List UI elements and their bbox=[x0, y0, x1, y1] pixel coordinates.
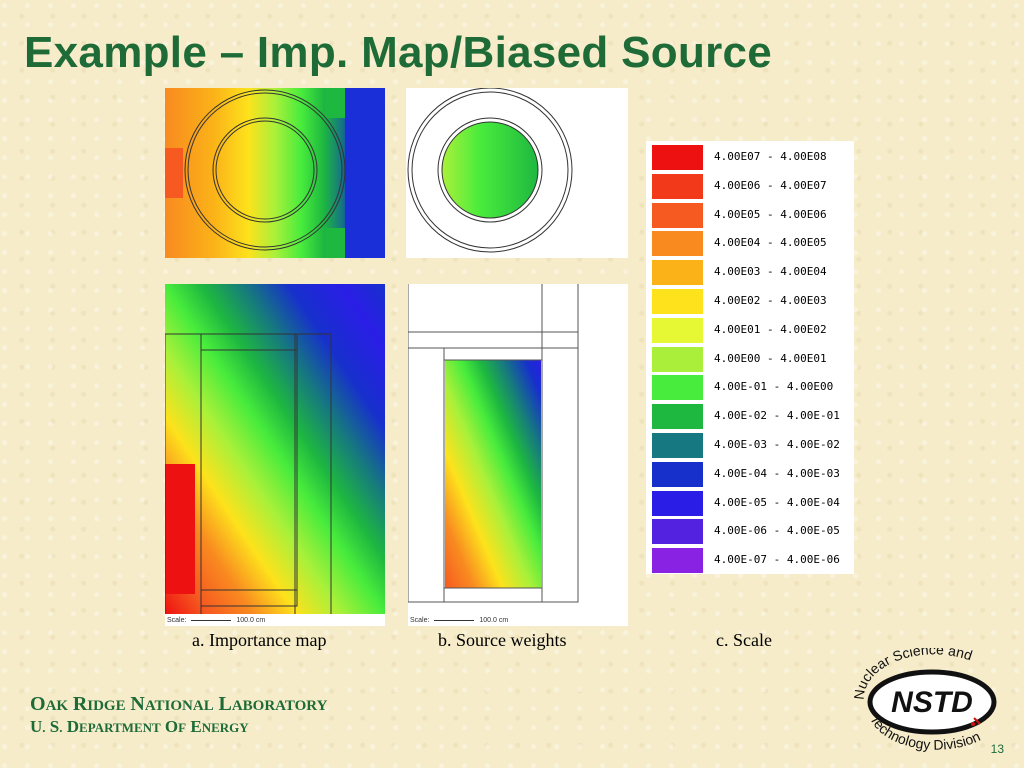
scale-bar-a: Scale: 100.0 cm bbox=[167, 617, 265, 624]
scale-bar-b-line bbox=[434, 619, 475, 621]
legend-swatch bbox=[652, 375, 703, 401]
scale-bar-a-label: Scale: bbox=[167, 617, 187, 624]
legend-label: 4.00E-07 - 4.00E-06 bbox=[714, 553, 840, 567]
legend-entry: 4.00E07 - 4.00E08 bbox=[652, 145, 852, 170]
page-number: 13 bbox=[990, 742, 1004, 756]
scale-bar-b-value: 100.0 cm bbox=[479, 617, 509, 624]
legend-entry: 4.00E03 - 4.00E04 bbox=[652, 260, 852, 286]
scale-bar-a-line bbox=[191, 619, 232, 621]
legend-swatch bbox=[652, 260, 703, 286]
legend-swatch bbox=[652, 317, 703, 343]
footer-department: U. S. DEPARTMENT OF ENERGY bbox=[30, 717, 249, 737]
importance-map-side-image bbox=[165, 284, 385, 626]
legend-swatch bbox=[652, 289, 703, 314]
legend-swatch bbox=[652, 461, 703, 487]
scale-bar-b: Scale: 100.0 cm bbox=[410, 617, 508, 624]
legend-swatch bbox=[652, 433, 703, 458]
legend-entry: 4.00E-04 - 4.00E-03 bbox=[652, 461, 852, 487]
legend-entry: 4.00E05 - 4.00E06 bbox=[652, 202, 852, 228]
legend-entry: 4.00E-02 - 4.00E-01 bbox=[652, 404, 852, 430]
legend-label: 4.00E00 - 4.00E01 bbox=[714, 351, 827, 365]
slide-title: Example – Imp. Map/Biased Source bbox=[24, 28, 773, 77]
legend-label: 4.00E07 - 4.00E08 bbox=[714, 150, 827, 163]
legend-entry: 4.00E-01 - 4.00E00 bbox=[652, 375, 852, 401]
legend-label: 4.00E04 - 4.00E05 bbox=[714, 236, 827, 250]
legend-swatch bbox=[652, 548, 703, 574]
importance-map-top-view bbox=[165, 88, 385, 258]
legend-swatch bbox=[652, 202, 703, 228]
legend-entry: 4.00E-03 - 4.00E-02 bbox=[652, 433, 852, 458]
scale-bar-a-value: 100.0 cm bbox=[236, 617, 266, 624]
importance-map-side-view: Scale: 100.0 cm bbox=[165, 284, 385, 626]
footer-lab-name: OAK RIDGE NATIONAL LABORATORY bbox=[30, 693, 327, 716]
legend-label: 4.00E03 - 4.00E04 bbox=[714, 265, 827, 279]
caption-scale: c. Scale bbox=[716, 630, 772, 650]
scale-bar-b-label: Scale: bbox=[410, 617, 430, 624]
color-scale-legend: 4.00E07 - 4.00E08 4.00E06 - 4.00E07 4.00E0… bbox=[646, 141, 854, 574]
legend-swatch bbox=[652, 346, 703, 372]
legend-label: 4.00E06 - 4.00E07 bbox=[714, 178, 827, 192]
legend-entry: 4.00E-05 - 4.00E-04 bbox=[652, 490, 852, 516]
caption-importance-map: a. Importance map bbox=[192, 630, 327, 650]
footer-department-text: U. S. DEPARTMENT OF ENERGY bbox=[30, 717, 249, 736]
source-weights-top-image bbox=[407, 88, 573, 253]
legend-swatch bbox=[652, 173, 703, 199]
legend-entry: 4.00E-07 - 4.00E-06 bbox=[652, 548, 852, 574]
legend-swatch bbox=[652, 519, 703, 545]
legend-label: 4.00E02 - 4.00E03 bbox=[714, 294, 827, 307]
importance-map-top-image bbox=[165, 88, 385, 258]
legend-label: 4.00E-01 - 4.00E00 bbox=[714, 380, 834, 394]
legend-swatch bbox=[652, 490, 703, 516]
legend-entry: 4.00E04 - 4.00E05 bbox=[652, 231, 852, 257]
legend-entry: 4.00E02 - 4.00E03 bbox=[652, 289, 852, 314]
legend-swatch bbox=[652, 231, 703, 257]
legend-label: 4.00E05 - 4.00E06 bbox=[714, 207, 827, 221]
legend-swatch bbox=[652, 145, 703, 170]
source-weights-side-view: Scale: 100.0 cm bbox=[408, 284, 628, 626]
legend-label: 4.00E-06 - 4.00E-05 bbox=[714, 524, 840, 538]
legend-swatch bbox=[652, 404, 703, 430]
logo-abbrev: NSTD bbox=[891, 686, 973, 719]
footer-lab-name-text: OAK RIDGE NATIONAL LABORATORY bbox=[30, 693, 328, 715]
legend-label: 4.00E01 - 4.00E02 bbox=[714, 322, 827, 336]
legend-entry: 4.00E00 - 4.00E01 bbox=[652, 346, 852, 372]
legend-label: 4.00E-03 - 4.00E-02 bbox=[714, 438, 840, 451]
legend-label: 4.00E-02 - 4.00E-01 bbox=[714, 409, 840, 423]
legend-entry: 4.00E06 - 4.00E07 bbox=[652, 173, 852, 199]
legend-label: 4.00E-05 - 4.00E-04 bbox=[714, 495, 840, 509]
legend-label: 4.00E-04 - 4.00E-03 bbox=[714, 466, 840, 480]
caption-source-weights: b. Source weights bbox=[438, 630, 567, 650]
legend-entry: 4.00E01 - 4.00E02 bbox=[652, 317, 852, 343]
source-weights-top-view bbox=[406, 88, 628, 258]
source-weights-side-image bbox=[408, 284, 579, 603]
nstd-logo: Nuclear Science and NSTD Technology Divi… bbox=[851, 641, 1012, 756]
legend-entry: 4.00E-06 - 4.00E-05 bbox=[652, 519, 852, 545]
